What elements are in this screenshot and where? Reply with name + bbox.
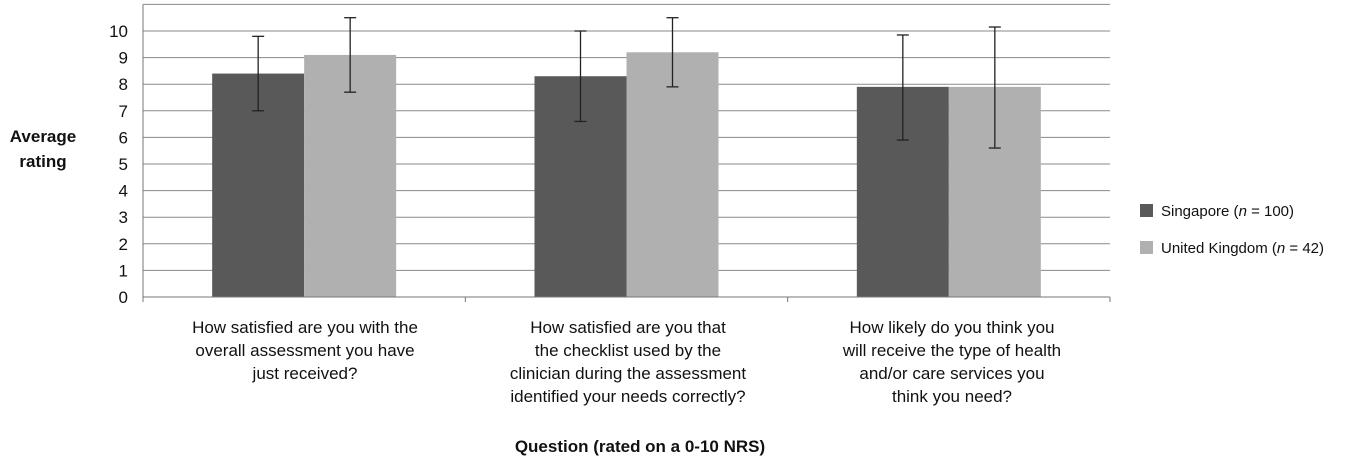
legend-item-singapore: Singapore (n = 100) bbox=[1140, 201, 1346, 222]
bar bbox=[304, 54, 397, 297]
y-tick-label: 0 bbox=[119, 288, 128, 307]
legend: Singapore (n = 100) United Kingdom (n = … bbox=[1140, 201, 1346, 275]
y-tick-label: 7 bbox=[119, 102, 128, 121]
x-category-label-line: just received? bbox=[252, 364, 358, 383]
y-axis-label: Average rating bbox=[0, 124, 86, 174]
y-tick-label: 10 bbox=[109, 22, 128, 41]
x-category-label: How satisfied are you with the overall a… bbox=[145, 316, 465, 385]
x-category-label-line: overall assessment you have bbox=[195, 341, 415, 360]
x-category-label-line: How satisfied are you that bbox=[530, 318, 726, 337]
y-tick-label: 3 bbox=[119, 208, 128, 227]
legend-swatch bbox=[1140, 241, 1153, 254]
x-category-label-line: How satisfied are you with the bbox=[192, 318, 418, 337]
y-tick-labels: 0 1 2 3 4 5 6 7 8 9 10 bbox=[109, 22, 128, 307]
x-category-label-line: and/or care services you bbox=[859, 364, 1045, 383]
y-tick-label: 6 bbox=[119, 128, 128, 147]
x-category-label: How likely do you think you will receive… bbox=[792, 316, 1112, 408]
x-category-label: How satisfied are you that the checklist… bbox=[468, 316, 788, 408]
y-tick-label: 1 bbox=[119, 261, 128, 280]
y-tick-label: 2 bbox=[119, 235, 128, 254]
legend-swatch bbox=[1140, 204, 1153, 217]
bars bbox=[212, 52, 1041, 297]
y-tick-label: 5 bbox=[119, 155, 128, 174]
x-category-label-line: How likely do you think you bbox=[849, 318, 1055, 337]
error-bars bbox=[252, 17, 1001, 149]
y-tick-label: 8 bbox=[119, 75, 128, 94]
x-category-label-line: clinician during the assessment bbox=[509, 364, 747, 383]
x-category-label-line: the checklist used by the bbox=[534, 341, 722, 360]
x-axis-label: Question (rated on a 0-10 NRS) bbox=[514, 437, 766, 456]
y-axis-label-line: rating bbox=[19, 152, 67, 171]
y-axis-label-line: Average bbox=[9, 127, 77, 146]
legend-label: United Kingdom (n = 42) bbox=[1161, 240, 1325, 257]
x-category-label-line: identified your needs correctly? bbox=[510, 387, 746, 406]
bar bbox=[626, 52, 719, 297]
axes bbox=[142, 4, 1111, 302]
y-tick-label: 9 bbox=[119, 49, 128, 68]
y-tick-label: 4 bbox=[119, 182, 128, 201]
legend-item-united-kingdom: United Kingdom (n = 42) bbox=[1140, 238, 1346, 259]
legend-label: Singapore (n = 100) bbox=[1161, 203, 1295, 220]
x-category-label-line: will receive the type of health bbox=[842, 341, 1062, 360]
x-category-label-line: think you need? bbox=[891, 387, 1013, 406]
